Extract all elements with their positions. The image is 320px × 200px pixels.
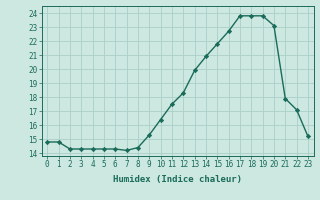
X-axis label: Humidex (Indice chaleur): Humidex (Indice chaleur) bbox=[113, 175, 242, 184]
